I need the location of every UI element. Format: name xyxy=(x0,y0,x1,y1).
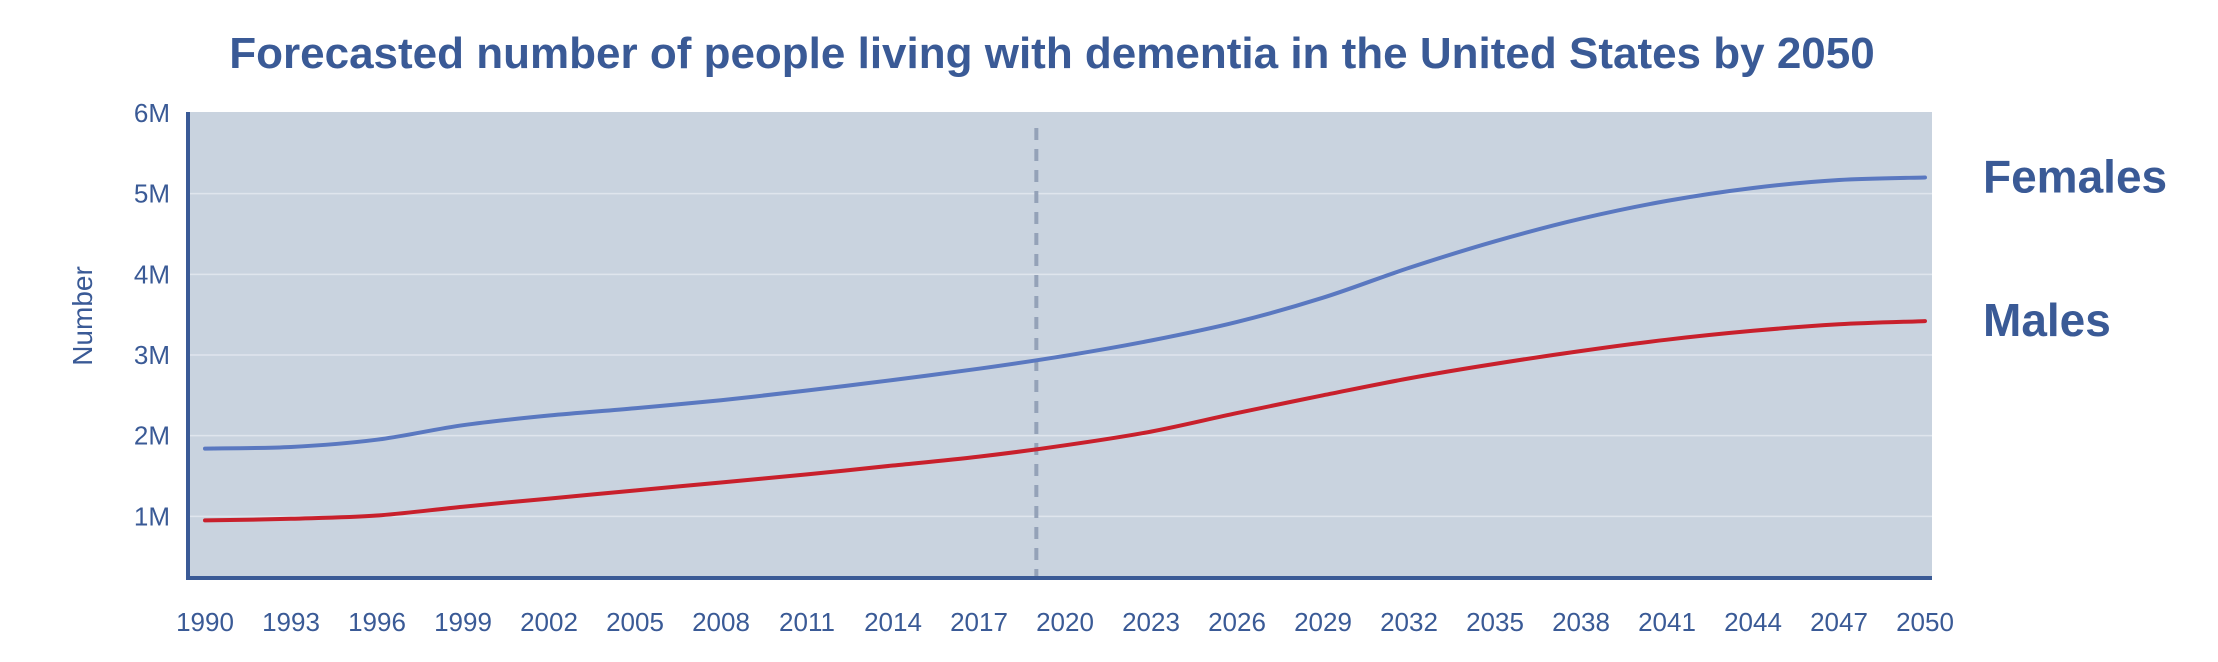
x-tick-label: 2032 xyxy=(1380,607,1438,637)
x-tick-labels: 1990 1993 1996 1999 2002 2005 2008 2011 2014 2017… xyxy=(176,607,1954,637)
x-tick-label: 1999 xyxy=(434,607,492,637)
series-labels: Females Males xyxy=(1983,151,2167,347)
y-axis-label: Number xyxy=(67,266,98,366)
x-tick-label: 1996 xyxy=(348,607,406,637)
x-tick-label: 2017 xyxy=(950,607,1008,637)
x-tick-label: 2002 xyxy=(520,607,578,637)
x-tick-label: 2011 xyxy=(779,607,835,637)
y-tick-label: 4M xyxy=(134,259,170,289)
y-tick-labels: 1M 2M 3M 4M 5M 6M xyxy=(134,98,170,531)
x-tick-label: 2005 xyxy=(606,607,664,637)
x-tick-label: 2014 xyxy=(864,607,922,637)
x-tick-label: 2038 xyxy=(1552,607,1610,637)
y-tick-label: 6M xyxy=(134,98,170,128)
y-tick-label: 2M xyxy=(134,421,170,451)
x-tick-label: 2023 xyxy=(1122,607,1180,637)
x-tick-label: 2026 xyxy=(1208,607,1266,637)
x-tick-label: 2044 xyxy=(1724,607,1782,637)
chart-title: Forecasted number of people living with … xyxy=(229,29,1874,78)
series-label-males: Males xyxy=(1983,294,2111,346)
x-tick-label: 2035 xyxy=(1466,607,1524,637)
x-tick-label: 2050 xyxy=(1896,607,1954,637)
y-tick-label: 5M xyxy=(134,179,170,209)
x-tick-label: 2029 xyxy=(1294,607,1352,637)
x-tick-label: 1990 xyxy=(176,607,234,637)
x-tick-label: 2047 xyxy=(1810,607,1868,637)
x-tick-label: 2041 xyxy=(1638,607,1696,637)
y-tick-label: 3M xyxy=(134,340,170,370)
series-line-males xyxy=(203,319,1927,523)
series-line-females xyxy=(203,175,1927,451)
plot-area xyxy=(188,112,1932,578)
series-label-females: Females xyxy=(1983,151,2167,203)
x-tick-label: 2008 xyxy=(692,607,750,637)
series-lines xyxy=(203,175,1927,523)
x-tick-label: 2020 xyxy=(1036,607,1094,637)
y-tick-label: 1M xyxy=(134,501,170,531)
x-tick-label: 1993 xyxy=(262,607,320,637)
